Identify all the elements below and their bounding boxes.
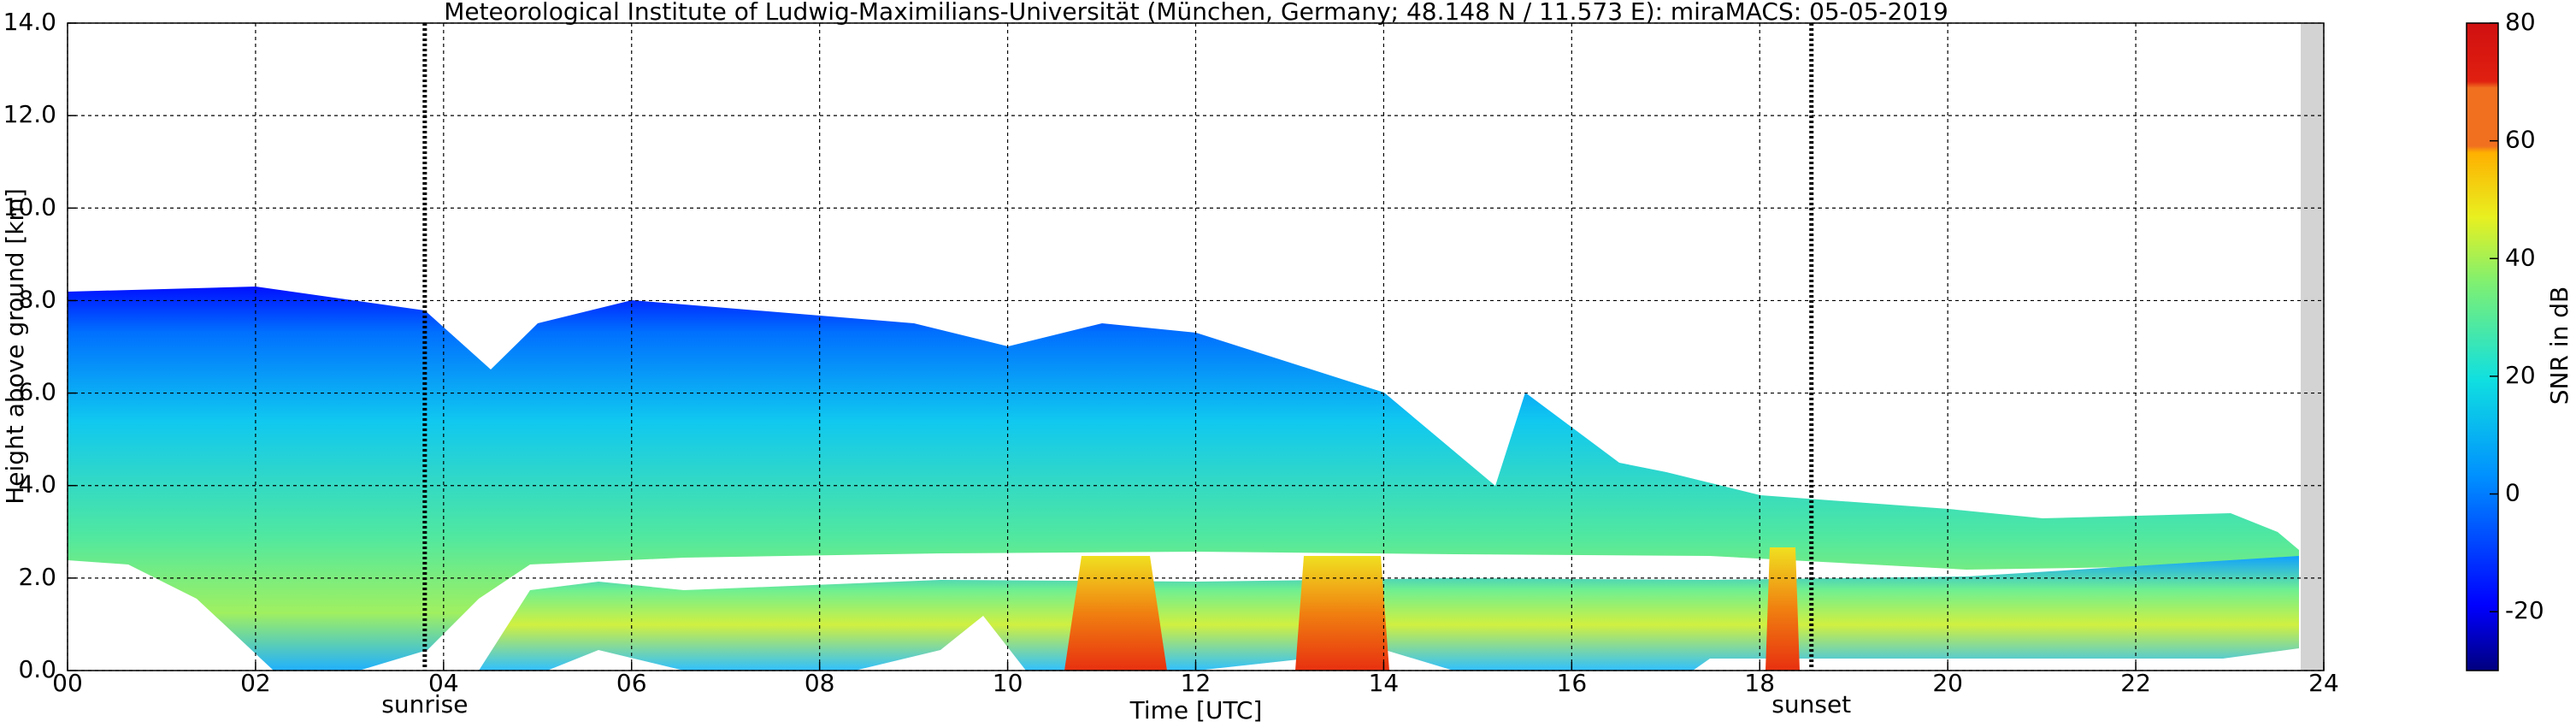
y-tick-label: 2.0 xyxy=(18,563,56,591)
x-tick-label: 12 xyxy=(1181,669,1211,697)
x-tick-label: 06 xyxy=(616,669,647,697)
colorbar-label: SNR in dB xyxy=(2545,287,2573,405)
colorbar-tick-label: 0 xyxy=(2505,479,2520,507)
y-tick-label: 10.0 xyxy=(3,192,56,221)
x-tick-label: 24 xyxy=(2308,669,2339,697)
upper-cloud xyxy=(68,287,2299,671)
y-tick-label: 8.0 xyxy=(18,285,56,313)
colorbar-tick-label: 60 xyxy=(2505,126,2536,154)
y-tick-label: 0.0 xyxy=(18,655,56,683)
colorbar-tick-label: -20 xyxy=(2505,596,2544,624)
x-tick-label: 14 xyxy=(1369,669,1400,697)
x-tick-label: 16 xyxy=(1557,669,1588,697)
x-tick-label: 00 xyxy=(52,669,83,697)
echo-core xyxy=(1295,556,1389,671)
x-axis-label: Time [UTC] xyxy=(1129,696,1263,724)
echo-core xyxy=(1765,547,1800,671)
x-tick-label: 08 xyxy=(805,669,835,697)
y-tick-label: 14.0 xyxy=(3,8,56,36)
annotation-label: sunrise xyxy=(381,690,468,718)
y-tick-label: 12.0 xyxy=(3,100,56,128)
y-tick-label: 4.0 xyxy=(18,470,56,499)
missing-data xyxy=(2301,23,2324,671)
annotation-label: sunset xyxy=(1771,690,1851,718)
radar-field xyxy=(68,23,2324,671)
colorbar-tick-label: 80 xyxy=(2505,8,2536,36)
chart-title: Meteorological Institute of Ludwig-Maxim… xyxy=(444,0,1948,26)
x-tick-label: 10 xyxy=(993,669,1023,697)
y-axis-label: Height above ground [km] xyxy=(1,188,29,505)
colorbar-tick-label: 20 xyxy=(2505,361,2536,389)
colorbar-tick-label: 40 xyxy=(2505,243,2536,271)
x-tick-label: 20 xyxy=(1932,669,1963,697)
x-tick-label: 22 xyxy=(2120,669,2151,697)
colorbar xyxy=(2466,22,2499,671)
lower-cloud xyxy=(479,556,2299,671)
x-tick-label: 02 xyxy=(240,669,271,697)
x-tick-label: 04 xyxy=(428,669,459,697)
y-tick-label: 6.0 xyxy=(18,378,56,406)
x-tick-label: 18 xyxy=(1744,669,1775,697)
echo-core xyxy=(1064,556,1167,671)
